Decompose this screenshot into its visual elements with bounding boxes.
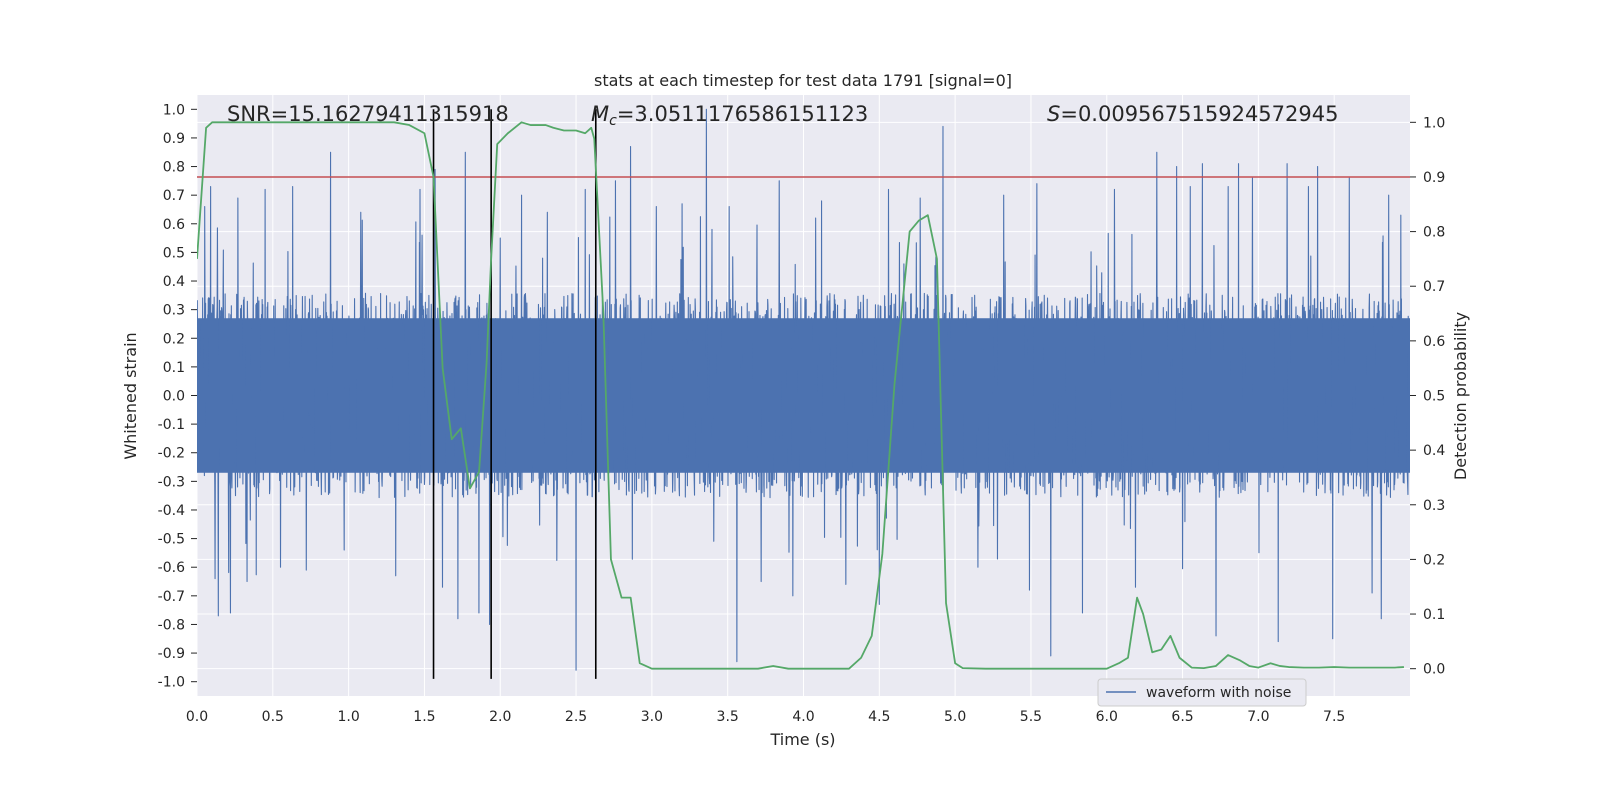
x-tick-label: 1.0 (337, 709, 359, 725)
chirp-mass-subscript: c (609, 113, 617, 129)
x-tick-label: 6.0 (1096, 709, 1118, 725)
x-axis-label: Time (s) (769, 730, 835, 749)
y-right-axis-label: Detection probability (1451, 312, 1470, 480)
y-left-tick-label: 0.7 (163, 188, 185, 204)
probability-line (197, 121, 1404, 670)
y-right-tick-label: 0.7 (1423, 279, 1445, 295)
y-left-tick-label: 0.2 (163, 331, 185, 347)
x-tick-label: 6.5 (1171, 709, 1193, 725)
x-tick-label: 4.5 (868, 709, 890, 725)
x-tick-label: 7.5 (1323, 709, 1345, 725)
y-right-tick-label: 0.8 (1423, 225, 1445, 241)
y-right-tick-label: 1.0 (1423, 115, 1445, 131)
y-right-tick-label: 0.5 (1423, 389, 1445, 405)
x-tick-label: 4.0 (792, 709, 814, 725)
y-right-tick-label: 0.3 (1423, 498, 1445, 514)
y-right-tick-label: 0.2 (1423, 552, 1445, 568)
y-left-tick-label: 0.8 (163, 160, 185, 176)
waveform-series (197, 108, 1410, 671)
x-tick-label: 0.0 (186, 709, 208, 725)
y-right-tick-label: 0.0 (1423, 662, 1445, 678)
y-left-tick-label: -0.7 (158, 589, 185, 605)
y-left-axis-label: Whitened strain (121, 332, 140, 459)
y-right-axis-ticks: 1.0 0.9 0.8 0.7 0.6 0.5 0.4 0.3 0.2 0.1 0.0 (1410, 115, 1445, 678)
y-left-tick-label: -0.1 (158, 417, 185, 433)
y-left-tick-label: 0.1 (163, 360, 185, 376)
y-left-tick-label: 0.0 (163, 389, 185, 405)
y-left-tick-label: -0.4 (158, 503, 185, 519)
x-tick-label: 5.5 (1020, 709, 1042, 725)
waveform-line (197, 108, 1410, 671)
y-left-axis-ticks: 1.0 0.9 0.8 0.7 0.6 0.5 0.4 0.3 0.2 0.1 0.0 -0.1 -0.… (158, 102, 197, 691)
x-tick-label: 5.0 (944, 709, 966, 725)
vertical-markers (432, 109, 597, 679)
chirp-mass-value: =3.0511176586151123 (617, 102, 868, 126)
y-left-tick-label: -1.0 (158, 675, 185, 691)
y-left-tick-label: 0.6 (163, 217, 185, 233)
probability-series (197, 121, 1404, 670)
x-tick-label: 7.0 (1247, 709, 1269, 725)
x-tick-label: 3.5 (717, 709, 739, 725)
s-annotation: S=0.009567515924572945 (1047, 102, 1338, 126)
y-left-tick-label: 0.5 (163, 245, 185, 261)
legend: waveform with noise (1097, 678, 1307, 707)
s-symbol: S (1047, 102, 1060, 126)
y-right-tick-label: 0.4 (1423, 443, 1445, 459)
y-left-tick-label: -0.8 (158, 617, 185, 633)
y-left-tick-label: 1.0 (163, 102, 185, 118)
x-tick-label: 2.0 (489, 709, 511, 725)
x-tick-label: 2.5 (565, 709, 587, 725)
y-left-tick-label: -0.5 (158, 532, 185, 548)
chirp-mass-symbol: M (591, 102, 609, 126)
x-axis-ticks: 0.0 0.5 1.0 1.5 2.0 2.5 3.0 3.5 4.0 4.5 5.0 5.5 6.0 6… (186, 709, 1345, 725)
chart-title: stats at each timestep for test data 179… (594, 71, 1012, 90)
y-left-tick-label: -0.3 (158, 474, 185, 490)
y-left-tick-label: 0.4 (163, 274, 185, 290)
x-tick-label: 3.0 (641, 709, 663, 725)
legend-label: waveform with noise (1146, 685, 1291, 701)
y-left-tick-label: -0.2 (158, 446, 185, 462)
y-right-tick-label: 0.6 (1423, 334, 1445, 350)
x-tick-label: 0.5 (262, 709, 284, 725)
y-left-tick-label: 0.3 (163, 303, 185, 319)
snr-annotation: SNR=15.16279411315918 (227, 102, 509, 126)
y-left-tick-label: 0.9 (163, 131, 185, 147)
y-left-tick-label: -0.6 (158, 560, 185, 576)
s-value: =0.009567515924572945 (1060, 102, 1338, 126)
x-tick-label: 1.5 (413, 709, 435, 725)
legend-box (1097, 678, 1307, 707)
y-left-tick-label: -0.9 (158, 646, 185, 662)
y-right-tick-label: 0.9 (1423, 170, 1445, 186)
y-right-tick-label: 0.1 (1423, 607, 1445, 623)
chirp-mass-annotation: Mc=3.0511176586151123 (591, 102, 868, 129)
